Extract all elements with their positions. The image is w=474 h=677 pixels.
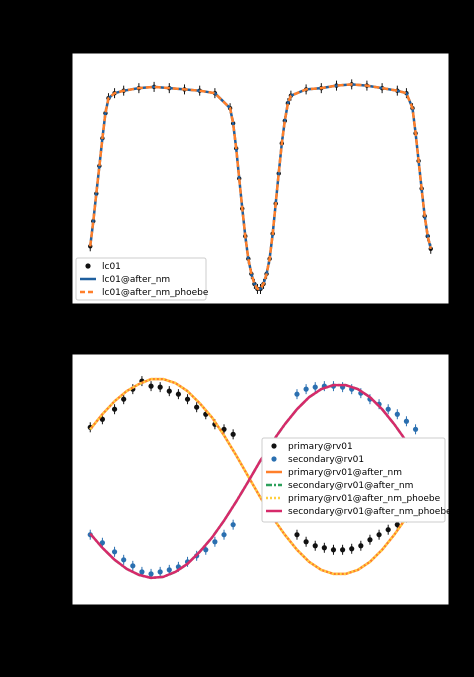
- bottom-legend-marker-secondary: [271, 456, 277, 462]
- secondary-rv01-point: [148, 571, 154, 577]
- secondary-rv01-point: [130, 563, 136, 569]
- bottom-plot-area: [87, 376, 432, 580]
- primary-rv01-point: [230, 431, 236, 437]
- secondary-rv01-point: [203, 547, 209, 553]
- primary-rv01-point: [99, 416, 106, 422]
- secondary-rv01-point: [99, 540, 106, 546]
- secondary-rv01-point: [385, 406, 391, 412]
- top-legend: lc01 lc01@after_nm lc01@after_nm_phoebe: [75, 257, 209, 301]
- bottom-legend-box: [261, 437, 446, 523]
- bottom-legend-label-secondary-after-nm-phoebe: secondary@rv01@after_nm_phoebe: [288, 507, 452, 517]
- top-legend-label-lc01: lc01: [102, 262, 121, 272]
- primary-rv01-point: [339, 547, 346, 553]
- secondary-rv01-point: [212, 539, 218, 545]
- primary-rv01-point: [157, 384, 163, 390]
- bottom-legend-label-primary-after-nm: primary@rv01@after_nm: [288, 468, 402, 478]
- primary-rv01-point: [330, 547, 337, 553]
- primary-rv01-point: [367, 537, 373, 543]
- primary-rv01-point: [376, 532, 382, 538]
- primary-rv01-point: [111, 406, 118, 412]
- primary-rv01-point: [194, 404, 200, 410]
- top-subplot: lc01 lc01@after_nm lc01@after_nm_phoebe: [71, 52, 450, 305]
- primary-rv01-after-nm-phoebe-line: [89, 377, 432, 576]
- top-legend-marker-lc01: [85, 263, 91, 269]
- primary-rv01-point: [121, 396, 127, 402]
- lc01-after-nm-phoebe-line: [88, 83, 433, 291]
- secondary-rv01-point: [121, 557, 127, 563]
- primary-rv01-point: [312, 543, 318, 549]
- bottom-legend-label-primary: primary@rv01: [288, 442, 353, 452]
- primary-rv01-point: [394, 522, 400, 528]
- top-legend-label-after-nm-phoebe: lc01@after_nm_phoebe: [102, 288, 209, 298]
- bottom-subplot: primary@rv01 secondary@rv01 primary@rv01…: [71, 353, 452, 606]
- primary-rv01-point: [385, 527, 391, 533]
- secondary-rv01-point: [294, 391, 300, 397]
- bottom-legend-label-secondary: secondary@rv01: [288, 455, 364, 465]
- primary-rv01-point: [175, 391, 182, 397]
- top-legend-box: [75, 257, 207, 301]
- secondary-rv01-point: [111, 549, 118, 555]
- top-legend-label-after-nm: lc01@after_nm: [102, 275, 170, 285]
- secondary-rv01-point: [166, 567, 172, 573]
- secondary-rv01-point: [394, 411, 400, 417]
- primary-rv01-point: [358, 543, 364, 549]
- primary-rv01-point: [349, 546, 355, 552]
- bottom-legend-label-secondary-after-nm: secondary@rv01@after_nm: [288, 481, 413, 491]
- bottom-legend-marker-primary: [271, 443, 277, 449]
- secondary-rv01-point: [157, 569, 163, 575]
- secondary-rv01-point: [412, 426, 419, 432]
- bottom-legend-label-primary-after-nm-phoebe: primary@rv01@after_nm_phoebe: [288, 494, 441, 504]
- secondary-rv01-point: [139, 569, 145, 575]
- primary-rv01-point: [221, 426, 227, 432]
- primary-rv01-point: [294, 532, 300, 538]
- secondary-rv01-after-nm-phoebe-line: [89, 383, 432, 580]
- secondary-rv01-point: [312, 384, 318, 390]
- primary-rv01-point: [184, 396, 191, 402]
- secondary-rv01-point: [303, 386, 309, 392]
- bottom-legend: primary@rv01 secondary@rv01 primary@rv01…: [261, 437, 452, 523]
- secondary-rv01-point: [221, 532, 227, 538]
- primary-rv01-point: [321, 545, 327, 551]
- primary-rv01-point: [148, 383, 154, 389]
- primary-rv01-point: [166, 388, 172, 394]
- secondary-rv01-point: [230, 522, 236, 528]
- top-plot-area: [88, 79, 433, 294]
- primary-rv01-point: [303, 539, 309, 545]
- secondary-rv01-point: [403, 418, 410, 424]
